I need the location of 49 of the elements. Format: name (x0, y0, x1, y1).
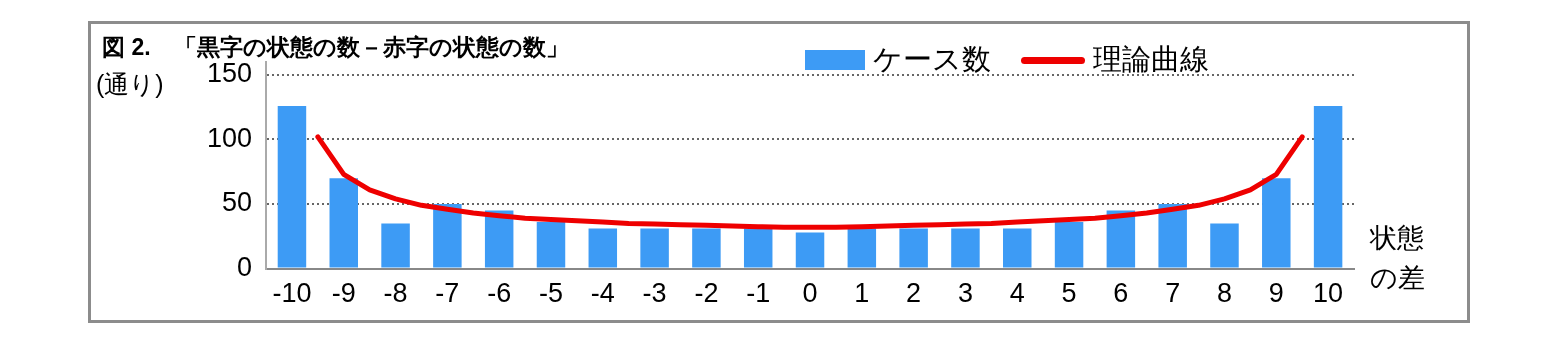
legend-label: ケース数 (873, 42, 991, 77)
bar (1003, 228, 1032, 268)
x-tick-label: -4 (590, 278, 615, 309)
bar (899, 228, 928, 268)
bar (951, 228, 980, 268)
x-tick-label: -9 (331, 278, 356, 309)
x-tick-label: -8 (383, 278, 408, 309)
bar (1106, 210, 1136, 268)
bar (743, 228, 773, 268)
x-tick-label: 1 (854, 278, 870, 309)
bar (588, 228, 618, 268)
bar (381, 223, 410, 268)
x-tick-label: 4 (1009, 278, 1025, 309)
x-tick-label: -1 (746, 278, 771, 309)
x-tick-label: -7 (435, 278, 460, 309)
y-tick-label: 0 (237, 252, 253, 283)
x-tick-label: 8 (1216, 278, 1232, 309)
bar (1313, 105, 1343, 268)
bar (640, 228, 669, 268)
bar (692, 228, 721, 268)
x-tick-label: -10 (272, 278, 312, 309)
bar (847, 228, 877, 268)
x-tick-label: 9 (1268, 278, 1284, 309)
x-tick-label: -6 (487, 278, 512, 309)
x-tick-label: 6 (1113, 278, 1129, 309)
x-tick-label: 0 (802, 278, 818, 309)
x-tick-label: -3 (642, 278, 667, 309)
legend-label: 理論曲線 (1093, 42, 1209, 77)
x-tick-label: -2 (694, 278, 719, 309)
x-tick-label: 2 (906, 278, 922, 309)
bar (536, 222, 566, 268)
x-tick-label: -5 (538, 278, 563, 309)
x-axis-title: 状態の差 (1370, 222, 1426, 295)
bar (433, 204, 462, 268)
bar (329, 178, 359, 268)
x-tick-label: 3 (957, 278, 973, 309)
bar (1158, 204, 1187, 268)
bar (1262, 178, 1291, 268)
bar (1054, 222, 1084, 268)
y-axis-title: (通り) (96, 69, 164, 100)
x-tick-label: 5 (1061, 278, 1077, 309)
y-tick-label: 50 (222, 187, 253, 218)
bar (795, 232, 825, 268)
y-tick-label: 100 (206, 122, 253, 153)
x-tick-label: 10 (1313, 278, 1344, 309)
bar (484, 210, 514, 268)
x-tick-label: 7 (1165, 278, 1181, 309)
bar (277, 105, 307, 268)
bar (1210, 223, 1239, 268)
